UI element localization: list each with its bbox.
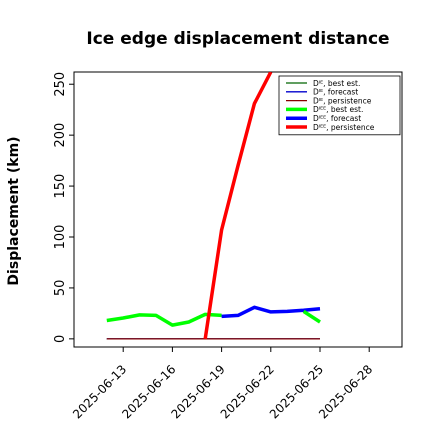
y-tick-label: 200 [53,123,68,148]
series-line-4 [221,305,321,319]
legend-entry: Dᴵᴱᴱ, best est. [313,105,363,114]
y-tick-label: 0 [53,335,68,343]
series-line-6 [302,309,321,324]
legend-entry: Dᴵᴱᴱ, forecast [313,114,361,123]
legend-box [278,75,401,136]
plot-area-frame [73,71,403,348]
y-axis-label: Displacement (km) [6,136,22,285]
legend-entry: Dᴵᴱ, persistence [313,96,372,105]
y-tick-label: 250 [53,72,68,97]
y-tick-label: 100 [53,225,68,250]
legend-entry: Dᴵᴱ, forecast [313,88,358,97]
chart-title: Ice edge displacement distance [86,29,389,49]
legend-entry: Dᴵᴱ, best est. [313,79,360,88]
legend-entry: Dᴵᴱᴱ, persistence [313,123,375,132]
y-tick-label: 150 [53,174,68,199]
series-line-3 [106,312,222,327]
y-tick-label: 50 [53,280,68,297]
series-layer [106,72,321,340]
series-line-5 [203,72,273,340]
